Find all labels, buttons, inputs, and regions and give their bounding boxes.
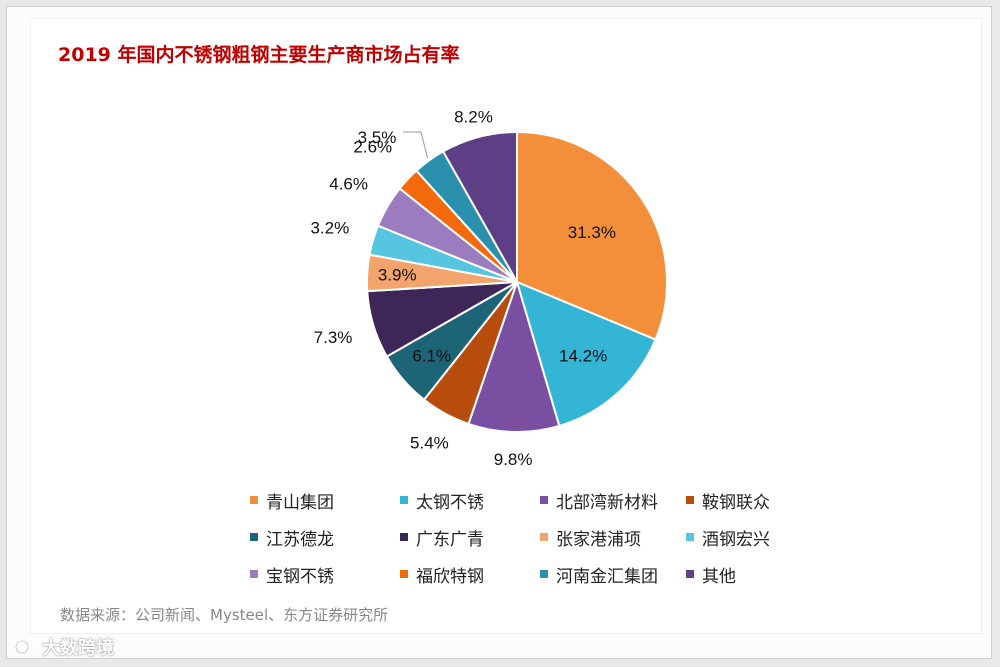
pie-slice: [467, 278, 561, 433]
slice-data-label: 2.6%: [353, 137, 392, 156]
legend-label: 酒钢宏兴: [702, 529, 770, 550]
pie-slice: [516, 130, 668, 341]
watermark-text: 大数跨境: [42, 638, 114, 659]
legend-label: 其他: [702, 566, 736, 587]
legend-item: 酒钢宏兴: [686, 525, 810, 550]
watermark-logo-icon: [14, 638, 36, 655]
legend-swatch: [250, 496, 258, 504]
legend-swatch: [540, 533, 548, 541]
slice-data-label: 3.2%: [310, 218, 349, 237]
legend-swatch: [686, 570, 694, 578]
legend-swatch: [400, 570, 408, 578]
slice-data-label: 4.6%: [329, 175, 368, 194]
legend-label: 太钢不锈: [416, 492, 484, 513]
legend-swatch: [686, 496, 694, 504]
watermark: 大数跨境: [14, 634, 114, 660]
legend-item: 北部湾新材料: [540, 488, 686, 513]
label-leader-line: [403, 131, 429, 159]
legend-label: 宝钢不锈: [266, 566, 334, 587]
slice-data-label: 14.2%: [559, 347, 607, 366]
legend-swatch: [400, 533, 408, 541]
slice-data-label: 9.8%: [494, 450, 533, 469]
slice-data-label: 31.3%: [568, 223, 616, 242]
legend-item: 广东广青: [400, 525, 540, 550]
legend-label: 鞍钢联众: [702, 492, 770, 513]
legend-swatch: [540, 570, 548, 578]
legend-label: 张家港浦项: [556, 529, 641, 550]
legend-item: 鞍钢联众: [686, 488, 810, 513]
legend-swatch: [686, 533, 694, 541]
data-source-note: 数据来源：公司新闻、Mysteel、东方证券研究所: [60, 606, 389, 624]
slice-data-label: 7.3%: [314, 328, 353, 347]
legend-label: 北部湾新材料: [556, 492, 658, 513]
pie-slice: [441, 130, 518, 286]
legend-swatch: [400, 496, 408, 504]
legend-swatch: [250, 570, 258, 578]
legend-swatch: [540, 496, 548, 504]
legend-item: 青山集团: [250, 488, 400, 513]
chart-legend: 青山集团 太钢不锈 北部湾新材料 鞍钢联众江苏德龙 广东广青 张家港浦项 酒钢宏兴宝钢不锈 福…: [250, 488, 810, 587]
legend-label: 江苏德龙: [266, 529, 334, 550]
legend-item: 其他: [686, 562, 810, 587]
legend-label: 福欣特钢: [416, 566, 484, 587]
legend-item: 河南金汇集团: [540, 562, 686, 587]
slice-data-label: 6.1%: [412, 346, 451, 365]
slice-data-label: 3.9%: [378, 266, 417, 285]
legend-label: 河南金汇集团: [556, 566, 658, 587]
pie-slice: [515, 280, 657, 428]
legend-item: 福欣特钢: [400, 562, 540, 587]
slice-data-label: 3.5%: [358, 128, 397, 147]
legend-item: 江苏德龙: [250, 525, 400, 550]
legend-item: 太钢不锈: [400, 488, 540, 513]
legend-item: 张家港浦项: [540, 525, 686, 550]
chart-title: 2019 年国内不锈钢粗钢主要生产商市场占有率: [58, 44, 460, 66]
slice-data-label: 5.4%: [410, 434, 449, 453]
legend-label: 广东广青: [416, 529, 484, 550]
legend-label: 青山集团: [266, 492, 334, 513]
legend-swatch: [250, 533, 258, 541]
legend-item: 宝钢不锈: [250, 562, 400, 587]
slice-data-label: 8.2%: [454, 108, 493, 127]
